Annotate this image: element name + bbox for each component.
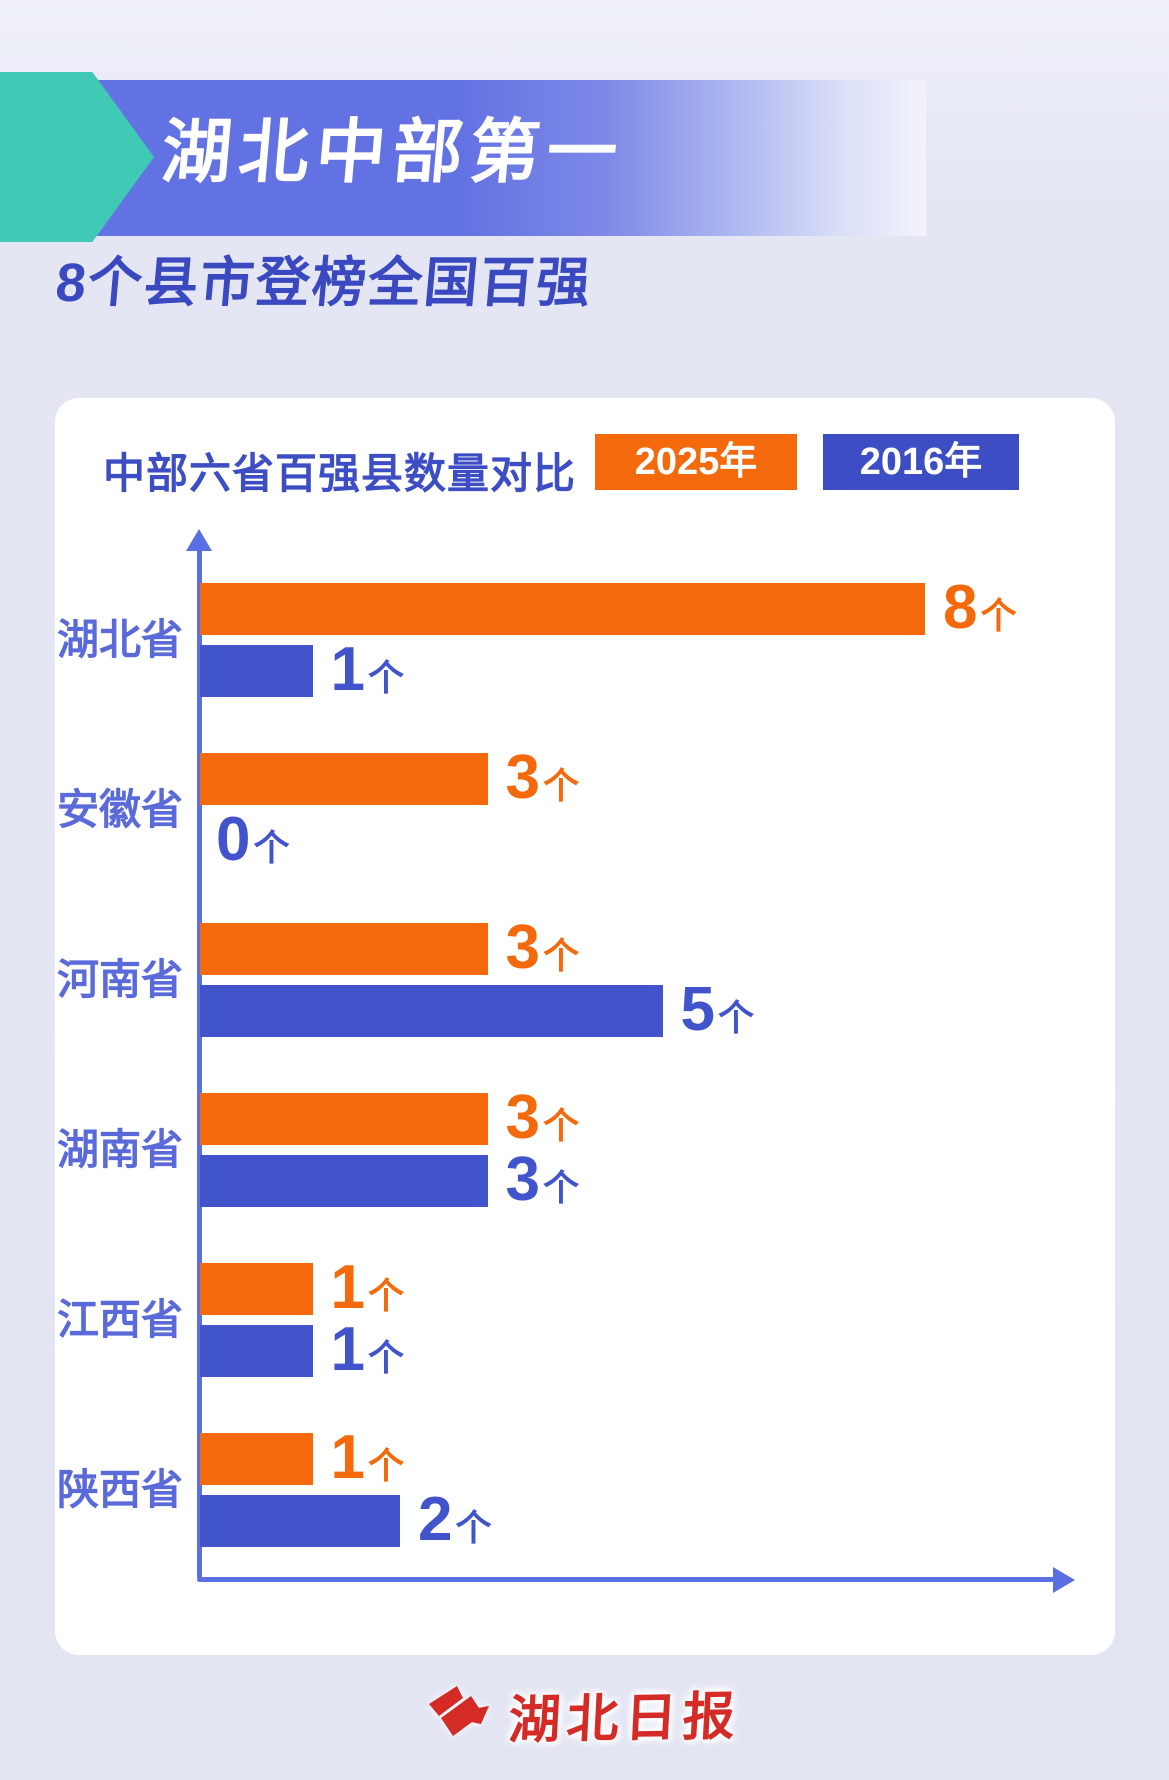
bar-2025年-陕西省 (200, 1433, 313, 1485)
bar-2016年-湖南省 (200, 1155, 488, 1207)
bar-2025年-河南省 (200, 923, 488, 975)
bar-2025年-湖北省 (200, 583, 925, 635)
bar-2016年-湖北省 (200, 645, 313, 697)
page-subtitle: 8个县市登榜全国百强 (53, 253, 595, 313)
bar-2025年-江西省 (200, 1263, 313, 1315)
y-axis-line (197, 547, 202, 1579)
category-label: 河南省 (56, 956, 183, 1003)
header-banner-gradient (60, 80, 926, 236)
hubei-daily-logo: 湖北日报 (427, 1676, 743, 1751)
chart-title: 中部六省百强县数量对比 (103, 450, 577, 497)
bar-2016年-河南省 (200, 985, 663, 1037)
category-label: 江西省 (56, 1296, 183, 1343)
bar-2016年-江西省 (200, 1325, 313, 1377)
page-title: 湖北中部第一 (158, 113, 628, 191)
red-flag-icon (429, 1686, 490, 1736)
bar-chart: 湖北省 8 个 1 个安徽省 3 个 0 个河南省 3 个 5 个湖南省 3 个 3 个江西省 1 个 1 个陕西省 1 个… (55, 529, 1115, 1643)
legend-badge-2025: 2025年 (595, 434, 797, 490)
logo-text: 湖北日报 (507, 1688, 743, 1750)
chart-card: 中部六省百强县数量对比 2025年 2016年 湖北省 8 个 1 个安徽省 3 个 0 个河南… (55, 398, 1115, 1655)
x-axis-line (197, 1577, 1059, 1582)
x-axis-arrow-icon (1053, 1567, 1075, 1593)
bar-2025年-安徽省 (200, 753, 488, 805)
category-label: 陕西省 (56, 1466, 183, 1513)
category-label: 湖北省 (56, 616, 183, 663)
category-label: 安徽省 (56, 786, 183, 833)
category-label: 湖南省 (56, 1126, 183, 1173)
y-axis-arrow-icon (186, 529, 212, 551)
bar-2016年-陕西省 (200, 1495, 400, 1547)
legend-badge-2016: 2016年 (823, 434, 1019, 490)
bar-2025年-湖南省 (200, 1093, 488, 1145)
footer: 湖北日报 (0, 1668, 1169, 1758)
